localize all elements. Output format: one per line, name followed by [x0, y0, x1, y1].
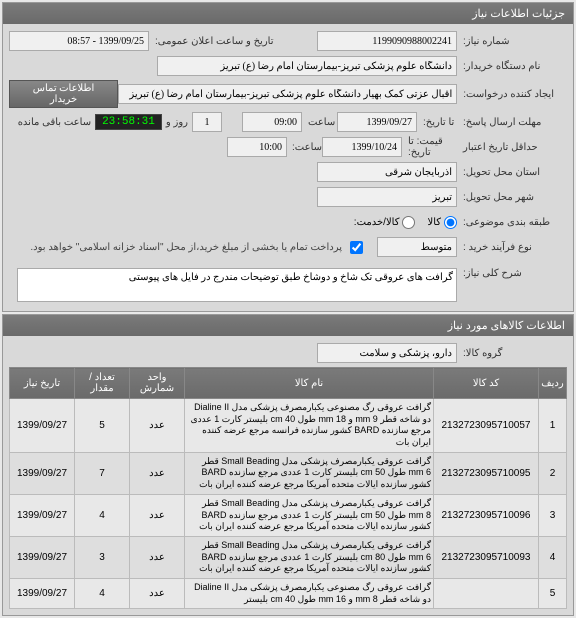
- price-to-label: قیمت: تا تاریخ:: [402, 136, 457, 158]
- cell-unit: عدد: [130, 494, 185, 536]
- validity-time-label: ساعت:: [287, 142, 322, 153]
- info-panel-body: شماره نیاز: تاریخ و ساعت اعلان عمومی: نا…: [3, 24, 573, 311]
- cell-name: گرافت عروقی یکبارمصرف پزشکی مدل Small Be…: [185, 494, 434, 536]
- cell-code: 2132723095710093: [434, 536, 539, 578]
- cell-date: 1399/09/27: [10, 452, 75, 494]
- cell-name: گرافت عروقی یکبارمصرف پزشکی مدل Small Be…: [185, 536, 434, 578]
- need-no-label: شماره نیاز:: [457, 36, 567, 47]
- creator-field: [118, 84, 457, 104]
- cell-idx: 3: [539, 494, 567, 536]
- cell-name: گرافت عروقی یکبارمصرف پزشکی مدل Small Be…: [185, 452, 434, 494]
- th-code[interactable]: کد کالا: [434, 368, 539, 399]
- cell-code: 2132723095710057: [434, 399, 539, 453]
- countdown-timer: 23:58:31: [95, 114, 162, 130]
- table-row[interactable]: 22132723095710095گرافت عروقی یکبارمصرف پ…: [10, 452, 567, 494]
- cell-unit: عدد: [130, 399, 185, 453]
- creator-label: ایجاد کننده درخواست:: [457, 89, 567, 100]
- goods-group-label: گروه کالا:: [457, 348, 567, 359]
- treasury-checkbox[interactable]: [350, 241, 363, 254]
- province-field: [317, 162, 457, 182]
- info-panel-title: جزئیات اطلاعات نیاز: [3, 3, 573, 24]
- remain-label: ساعت باقی مانده: [18, 117, 91, 128]
- items-panel-body: گروه کالا: ردیف کد کالا نام کالا واحد شم…: [3, 336, 573, 615]
- cell-idx: 5: [539, 578, 567, 608]
- pay-note: پرداخت تمام یا بخشی از مبلغ خرید،از محل …: [30, 242, 342, 253]
- general-desc-label: شرح کلی نیاز:: [457, 268, 567, 279]
- need-no-field: [317, 31, 457, 51]
- table-row[interactable]: 32132723095710096گرافت عروقی یکبارمصرف پ…: [10, 494, 567, 536]
- cell-unit: عدد: [130, 536, 185, 578]
- days-field: [192, 112, 222, 132]
- cell-qty: 7: [75, 452, 130, 494]
- th-date[interactable]: تاریخ نیاز: [10, 368, 75, 399]
- cell-unit: عدد: [130, 452, 185, 494]
- validity-date-field: [322, 137, 402, 157]
- items-panel: اطلاعات کالاهای مورد نیاز گروه کالا: ردی…: [2, 314, 574, 616]
- validity-time-field: [227, 137, 287, 157]
- city-label: شهر محل تحویل:: [457, 192, 567, 203]
- cell-name: گرافت عروقی رگ مصنوعی یکبارمصرف پزشکی مد…: [185, 578, 434, 608]
- buyer-org-field: [157, 56, 457, 76]
- cell-idx: 1: [539, 399, 567, 453]
- cell-date: 1399/09/27: [10, 494, 75, 536]
- th-idx[interactable]: ردیف: [539, 368, 567, 399]
- cell-code: [434, 578, 539, 608]
- general-desc-field[interactable]: [17, 268, 457, 302]
- cell-qty: 5: [75, 399, 130, 453]
- cell-qty: 4: [75, 494, 130, 536]
- table-row[interactable]: 5 گرافت عروقی رگ مصنوعی یکبارمصرف پزشکی م…: [10, 578, 567, 608]
- info-panel: جزئیات اطلاعات نیاز شماره نیاز: تاریخ و …: [2, 2, 574, 312]
- cell-idx: 4: [539, 536, 567, 578]
- validity-label: حداقل تاریخ اعتبار: [457, 142, 567, 153]
- deadline-time-label: ساعت: [302, 117, 337, 128]
- cell-name: گرافت عروقی رگ مصنوعی یکبارمصرف پزشکی مد…: [185, 399, 434, 453]
- items-table: ردیف کد کالا نام کالا واحد شمارش تعداد /…: [9, 367, 567, 609]
- goods-service-group: کالا کالا/خدمت:: [354, 216, 457, 229]
- th-qty[interactable]: تعداد / مقدار: [75, 368, 130, 399]
- table-row[interactable]: 12132723095710057گرافت عروقی رگ مصنوعی ی…: [10, 399, 567, 453]
- process-label: نوع فرآیند خرید :: [457, 242, 567, 253]
- table-row[interactable]: 42132723095710093گرافت عروقی یکبارمصرف پ…: [10, 536, 567, 578]
- deadline-time-field: [242, 112, 302, 132]
- cell-code: 2132723095710095: [434, 452, 539, 494]
- goods-group-field: [317, 343, 457, 363]
- cell-code: 2132723095710096: [434, 494, 539, 536]
- deadline-label: مهلت ارسال پاسخ:: [457, 117, 567, 128]
- radio-goods[interactable]: کالا: [427, 216, 457, 229]
- th-unit[interactable]: واحد شمارش: [130, 368, 185, 399]
- days-label: روز و: [166, 117, 188, 128]
- deadline-date-field: [337, 112, 417, 132]
- deadline-to-label: تا تاریخ:: [417, 117, 457, 128]
- buyer-org-label: نام دستگاه خریدار:: [457, 61, 567, 72]
- cell-date: 1399/09/27: [10, 578, 75, 608]
- pub-datetime-field: [9, 31, 149, 51]
- contact-buyer-button[interactable]: اطلاعات تماس خریدار: [9, 80, 118, 108]
- cell-date: 1399/09/27: [10, 399, 75, 453]
- cell-idx: 2: [539, 452, 567, 494]
- process-field: [377, 237, 457, 257]
- cell-unit: عدد: [130, 578, 185, 608]
- city-field: [317, 187, 457, 207]
- budget-label: طبقه بندی موضوعی:: [457, 217, 567, 228]
- radio-service[interactable]: کالا/خدمت:: [354, 216, 416, 229]
- cell-qty: 3: [75, 536, 130, 578]
- items-panel-title: اطلاعات کالاهای مورد نیاز: [3, 315, 573, 336]
- th-name[interactable]: نام کالا: [185, 368, 434, 399]
- province-label: استان محل تحویل:: [457, 167, 567, 178]
- cell-date: 1399/09/27: [10, 536, 75, 578]
- cell-qty: 4: [75, 578, 130, 608]
- pub-datetime-label: تاریخ و ساعت اعلان عمومی:: [149, 36, 279, 47]
